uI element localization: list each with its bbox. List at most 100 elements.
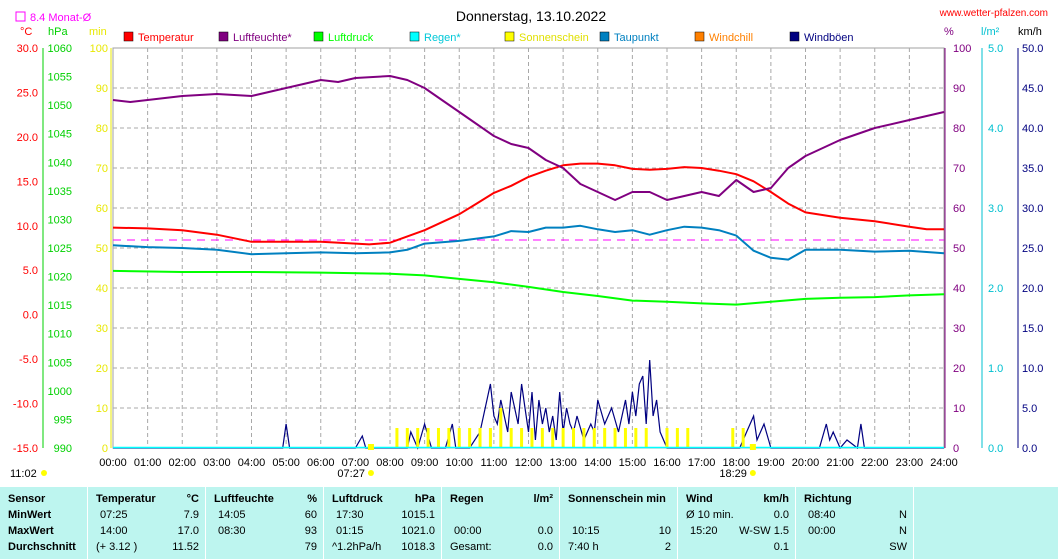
grid (112, 47, 945, 449)
x-tick-label: 01:00 (134, 457, 162, 469)
stats-time: 00:00 (454, 525, 482, 537)
stats-value: 7.9 (183, 509, 199, 521)
monthly-average-swatch (15, 11, 26, 22)
sunshine-bar (603, 428, 607, 448)
x-tick-label: 12:00 (515, 457, 543, 469)
rain-tick-label: 3.0 (988, 203, 1003, 215)
stats-col-sensor: Sensor MinWert MaxWert Durchschnitt (0, 487, 86, 559)
stats-header-sunshine: Sonnenschein min (568, 493, 666, 505)
minutes-tick-label: 70 (96, 163, 108, 175)
pressure-tick-label: 1055 (48, 72, 72, 84)
stats-row-label: MaxWert (8, 525, 54, 537)
x-tick-label: 07:00 (342, 457, 370, 469)
sunshine-bar (741, 428, 745, 448)
x-tick-label: 15:00 (619, 457, 647, 469)
temp-unit-label: °C (20, 26, 32, 38)
stats-time: Ø 10 min. (686, 509, 734, 521)
stats-time: 07:25 (100, 509, 128, 521)
x-tick-label: 22:00 (861, 457, 889, 469)
x-tick-label: 08:00 (376, 457, 404, 469)
stats-time: 10:15 (572, 525, 600, 537)
humidity-tick-label: 60 (953, 203, 965, 215)
stats-value: 93 (304, 525, 317, 537)
stats-value: 1018.3 (401, 541, 435, 553)
minutes-tick-label: 90 (96, 83, 108, 95)
stats-value: 60 (304, 509, 317, 521)
x-tick-label: 11:00 (481, 457, 508, 469)
stats-value: W-SW 1.5 (739, 525, 789, 537)
sunshine-bar (436, 428, 440, 448)
sunshine-bar (561, 428, 565, 448)
stats-time: 08:40 (808, 509, 836, 521)
stats-value: 11.52 (172, 541, 199, 553)
legend-label: Luftfeuchte* (233, 32, 292, 44)
rain-unit-label: l/m² (981, 26, 1000, 38)
sunshine-bar (686, 428, 690, 448)
stats-col-temp: Temperatur °C 07:25 7.9 14:00 17.0 (+ 3.12 … (87, 487, 205, 559)
humidity-tick-label: 20 (953, 363, 965, 375)
site-label: www.wetter-pfalzen.com (939, 8, 1048, 19)
x-tick-label: 23:00 (896, 457, 924, 469)
sunshine-bar (665, 428, 669, 448)
stats-unit: % (307, 493, 317, 505)
sunshine-bar (582, 428, 586, 448)
sunshine-bar (416, 428, 420, 448)
day-length-icon (41, 470, 47, 476)
minutes-tick-label: 50 (96, 243, 108, 255)
stats-value: 1021.0 (401, 525, 435, 537)
humidity-tick-label: 80 (953, 123, 965, 135)
stats-value: 0.0 (537, 525, 553, 537)
minutes-tick-label: 80 (96, 123, 108, 135)
x-tick-label: 16:00 (653, 457, 681, 469)
wind-tick-label: 40.0 (1022, 123, 1043, 135)
humidity-unit-label: % (944, 26, 954, 38)
stats-value: 1015.1 (401, 509, 435, 521)
wind-tick-label: 10.0 (1022, 363, 1043, 375)
stats-value: 0.0 (537, 541, 553, 553)
humidity-tick-label: 70 (953, 163, 965, 175)
stats-col-empty (913, 487, 1058, 559)
wind-tick-label: 5.0 (1022, 403, 1037, 415)
sunshine-bar (447, 428, 451, 448)
wind-tick-label: 30.0 (1022, 203, 1043, 215)
stats-value: 10 (658, 525, 671, 537)
stats-row-label: MinWert (8, 509, 52, 521)
wind-tick-label: 25.0 (1022, 243, 1043, 255)
stats-row-label: Durchschnitt (8, 541, 76, 553)
x-tick-label: 03:00 (203, 457, 231, 469)
stats-col-wind: Wind km/h Ø 10 min. 0.0 15:20 W-SW 1.5 0.1 (677, 487, 795, 559)
stats-time: (+ 3.12 ) (96, 541, 138, 553)
stats-time: 00:00 (808, 525, 836, 537)
legend-label: Windchill (709, 32, 753, 44)
sunrise-marker (367, 444, 374, 450)
sunset-time-label: 18:29 (719, 468, 747, 480)
sunshine-bar (572, 428, 576, 448)
temp-tick-label: 30.0 (17, 43, 38, 55)
stats-col-pressure: Luftdruck hPa 17:30 1015.1 01:15 1021.0 ^1.… (323, 487, 441, 559)
humidity-tick-label: 50 (953, 243, 965, 255)
monthly-average-label: 8.4 Monat-Ø (30, 12, 92, 24)
stats-header-humidity: Luftfeuchte (214, 493, 274, 505)
minutes-tick-label: 60 (96, 203, 108, 215)
sunshine-bar (675, 428, 679, 448)
minutes-tick-label: 10 (96, 403, 108, 415)
stats-unit: l/m² (533, 493, 553, 505)
sunshine-bar (613, 428, 617, 448)
temp-tick-label: 5.0 (23, 265, 38, 277)
sunshine-bar (540, 428, 544, 448)
wind-tick-label: 45.0 (1022, 83, 1043, 95)
pressure-tick-label: 1040 (48, 157, 72, 169)
temp-tick-label: 25.0 (17, 87, 38, 99)
series-taupunkt (112, 224, 945, 261)
legend-swatch (409, 31, 420, 42)
stats-value: 17.0 (177, 525, 199, 537)
sunshine-bar (530, 428, 534, 448)
stats-time: 7:40 h (568, 541, 599, 553)
pressure-tick-label: 990 (54, 443, 72, 455)
x-tick-label: 09:00 (411, 457, 439, 469)
stats-header-rain: Regen (450, 493, 484, 505)
minutes-tick-label: 20 (96, 363, 108, 375)
legend-label: Taupunkt (614, 32, 659, 44)
sunshine-bar (405, 428, 409, 448)
